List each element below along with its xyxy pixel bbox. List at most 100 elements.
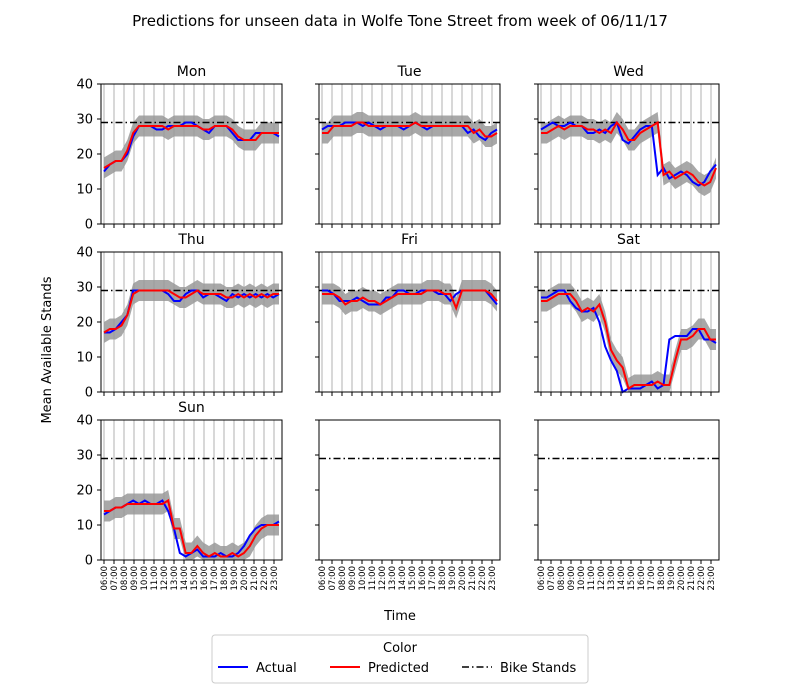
x-tick-label: 19:00 [667,566,677,591]
x-tick-label: 08:00 [557,566,567,591]
x-tick-label: 12:00 [378,566,388,591]
x-tick-label: 09:00 [567,566,577,591]
subplot-tue: Tue [315,64,501,228]
x-tick-label: 14:00 [398,566,408,591]
predicted-series-line [104,498,279,558]
predicted-series-line [103,289,279,334]
x-tick-label: 11:00 [587,566,597,591]
y-tick-label: 30 [76,113,93,128]
subplot-sun: Sun 0 10 20 30 40 06:00 07:00 08:00 09:00 10:00 11:… [76,400,283,591]
legend-box [211,634,589,684]
x-tick-label: 19:00 [448,566,458,591]
subplot-empty-8: 06:00 07:00 08:00 09:00 10:00 11:00 12:00 13:00… [534,419,720,591]
subplot-thu: Thu 0 10 20 30 40 [76,232,283,401]
x-tick-label: 09:00 [130,566,140,591]
subplot-title: Mon [177,64,207,80]
x-tick-label: 20:00 [240,566,250,591]
predicted-series-line [103,125,279,169]
x-tick-label: 21:00 [468,566,478,591]
x-tick-label: 14:00 [617,566,627,591]
legend-label-actual: Actual [256,661,297,676]
y-tick-label: 0 [85,554,93,569]
y-tick-label: 40 [76,246,93,261]
x-tick-label: 06:00 [100,566,110,591]
y-tick-label: 40 [76,78,93,93]
x-tick-label: 15:00 [190,566,200,591]
x-tick-label: 20:00 [458,566,468,591]
x-tick-label: 13:00 [388,566,398,591]
y-tick-label: 30 [76,449,93,464]
y-tick-label: 20 [76,316,93,331]
y-tick-label: 40 [76,414,93,429]
subplot-title: Wed [613,64,644,80]
axes-frame [318,83,501,225]
x-tick-label: 13:00 [170,566,180,591]
x-tick-label: 23:00 [488,566,498,591]
x-tick-label: 10:00 [577,566,587,591]
x-tick-label: 07:00 [110,566,120,591]
x-tick-label: 11:00 [150,566,160,591]
subplot-title: Sat [617,232,640,248]
subplot-title: Tue [397,64,422,80]
x-tick-label: 16:00 [637,566,647,591]
x-tick-label: 10:00 [358,566,368,591]
axes-frame [318,419,501,561]
y-tick-label: 10 [76,183,93,198]
x-tick-label: 17:00 [647,566,657,591]
chart-title: Predictions for unseen data in Wolfe Ton… [132,12,668,30]
x-tick-label: 20:00 [677,566,687,591]
x-tick-label: 19:00 [230,566,240,591]
x-tick-label: 18:00 [657,566,667,591]
y-tick-label: 20 [76,148,93,163]
actual-series-line [104,289,280,334]
legend-label-predicted: Predicted [368,661,429,676]
x-tick-label: 12:00 [160,566,170,591]
subplot-empty-7: 06:00 07:00 08:00 09:00 10:00 11:00 12:00 13:00… [315,419,501,591]
x-tick-label: 16:00 [200,566,210,591]
predicted-series-line [541,120,717,187]
subplot-mon: Mon 0 10 20 30 40 [76,64,283,233]
x-tick-label: 23:00 [707,566,717,591]
predicted-series-line [541,293,716,391]
x-tick-label: 07:00 [547,566,557,591]
x-tick-label: 22:00 [697,566,707,591]
y-tick-label: 30 [76,281,93,296]
x-tick-label: 06:00 [318,566,328,591]
subplot-title: Sun [178,400,205,416]
x-tick-label: 17:00 [428,566,438,591]
y-tick-label: 20 [76,484,93,499]
x-tick-label: 15:00 [627,566,637,591]
x-tick-label: 13:00 [607,566,617,591]
x-tick-label: 08:00 [120,566,130,591]
predicted-series-line [322,289,498,311]
subplot-fri: Fri [315,232,501,396]
x-axis-label: Time [383,609,416,624]
y-tick-label: 10 [76,351,93,366]
x-tick-label: 22:00 [260,566,270,591]
subplot-title: Thu [177,232,204,248]
uncertainty-band [104,280,279,343]
uncertainty-band [104,490,279,560]
x-tick-label: 08:00 [338,566,348,591]
y-tick-label: 0 [85,386,93,401]
x-tick-label: 10:00 [140,566,150,591]
uncertainty-band [322,280,497,319]
y-axis-label: Mean Available Stands [40,276,55,423]
x-tick-label: 22:00 [478,566,488,591]
subplot-wed: Wed [534,64,720,228]
subplot-sat: Sat [534,232,720,396]
axes-frame [537,419,720,561]
x-tick-label: 21:00 [250,566,260,591]
y-tick-label: 0 [85,218,93,233]
axes-frame [537,251,720,393]
legend-label-bike-stands: Bike Stands [500,661,577,676]
x-tick-label: 09:00 [348,566,358,591]
x-tick-label: 21:00 [687,566,697,591]
actual-series-line [540,121,717,187]
axes-frame [318,251,501,393]
x-tick-label: 14:00 [180,566,190,591]
x-tick-label: 15:00 [408,566,418,591]
y-tick-label: 10 [76,519,93,534]
x-tick-label: 12:00 [597,566,607,591]
